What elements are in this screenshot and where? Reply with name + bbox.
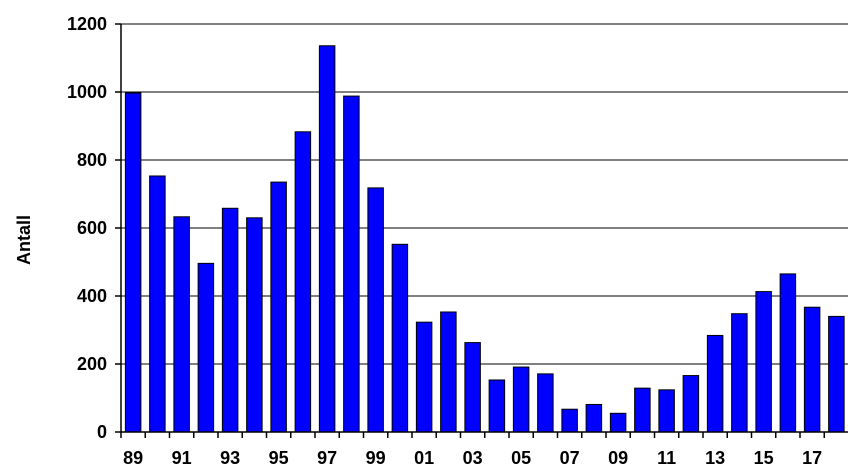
bar <box>585 403 603 433</box>
x-tick-label: 05 <box>511 448 531 468</box>
x-axis: 89 91 93 95 97 99 01 03 05 07 09 11 13 15 17 <box>120 431 848 468</box>
bar <box>803 306 821 433</box>
y-tick-label: 400 <box>77 286 107 306</box>
bar <box>537 373 554 433</box>
bar <box>609 412 627 433</box>
bar <box>221 207 239 433</box>
bar <box>828 315 845 433</box>
x-tick-label: 17 <box>802 448 822 468</box>
bar <box>488 379 506 433</box>
bar <box>367 187 384 433</box>
bar <box>512 366 530 433</box>
x-tick-label: 01 <box>414 448 434 468</box>
y-axis: 0 200 400 600 800 1000 1200 <box>67 14 122 442</box>
y-tick-label: 800 <box>77 150 107 170</box>
bar <box>318 45 336 433</box>
bar <box>343 95 360 433</box>
y-tick-label: 0 <box>97 422 107 442</box>
x-tick-label: 13 <box>705 448 725 468</box>
bar <box>682 375 700 433</box>
x-tick-label: 89 <box>123 448 143 468</box>
y-axis-title: Antall <box>14 215 34 265</box>
bar <box>440 311 457 433</box>
bar <box>634 387 651 433</box>
bar <box>173 216 190 433</box>
x-tick-label: 95 <box>269 448 289 468</box>
x-tick-label: 93 <box>220 448 240 468</box>
gridlines <box>121 23 848 365</box>
bar <box>779 273 797 433</box>
bar <box>464 342 481 433</box>
x-tick-label: 15 <box>754 448 774 468</box>
x-tick-label: 91 <box>172 448 192 468</box>
bar <box>294 131 312 433</box>
bar <box>270 181 287 433</box>
x-tick-label: 97 <box>317 448 337 468</box>
bar <box>706 334 724 433</box>
y-tick-label: 1000 <box>67 82 107 102</box>
bar <box>561 408 578 433</box>
x-tick-label: 09 <box>608 448 628 468</box>
x-tick-label: 99 <box>366 448 386 468</box>
bar <box>246 217 263 433</box>
bar <box>149 175 166 433</box>
y-tick-label: 1200 <box>67 14 107 34</box>
bar <box>124 92 142 433</box>
x-tick-label: 11 <box>657 448 676 468</box>
bar <box>197 262 215 433</box>
bar-series <box>124 45 845 433</box>
x-tick-label: 07 <box>560 448 580 468</box>
bar <box>755 291 772 433</box>
bar <box>731 313 748 433</box>
bar <box>658 389 675 433</box>
bar <box>415 321 433 433</box>
y-tick-label: 200 <box>77 354 107 374</box>
bar <box>391 243 409 433</box>
x-tick-label: 03 <box>463 448 483 468</box>
y-tick-label: 600 <box>77 218 107 238</box>
